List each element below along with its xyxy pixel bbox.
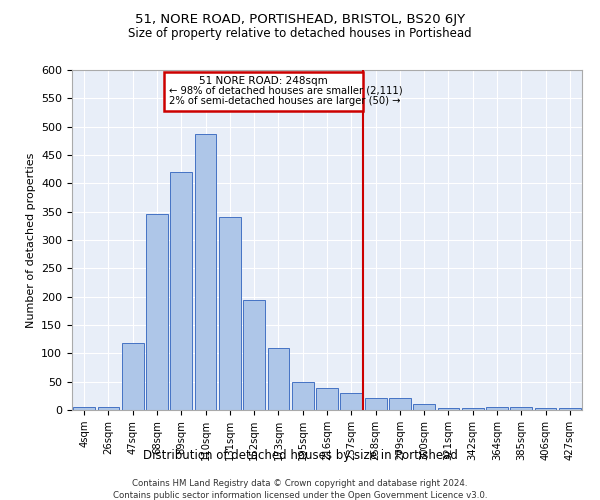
Bar	[146, 214, 168, 410]
Text: 2% of semi-detached houses are larger (50) →: 2% of semi-detached houses are larger (5…	[169, 96, 401, 106]
Bar	[164, 72, 364, 111]
Y-axis label: Number of detached properties: Number of detached properties	[26, 152, 35, 328]
Text: ← 98% of detached houses are smaller (2,111): ← 98% of detached houses are smaller (2,…	[169, 86, 403, 96]
Bar	[413, 404, 435, 410]
Bar	[389, 398, 411, 410]
Bar	[437, 408, 460, 410]
Bar	[486, 407, 508, 410]
Text: 51, NORE ROAD, PORTISHEAD, BRISTOL, BS20 6JY: 51, NORE ROAD, PORTISHEAD, BRISTOL, BS20…	[135, 12, 465, 26]
Bar	[97, 406, 119, 410]
Text: Contains HM Land Registry data © Crown copyright and database right 2024.: Contains HM Land Registry data © Crown c…	[132, 480, 468, 488]
Bar	[73, 406, 95, 410]
Bar	[340, 393, 362, 410]
Bar	[292, 382, 314, 410]
Text: Contains public sector information licensed under the Open Government Licence v3: Contains public sector information licen…	[113, 490, 487, 500]
Bar	[365, 398, 386, 410]
Bar	[535, 408, 556, 410]
Bar	[219, 218, 241, 410]
Bar	[559, 408, 581, 410]
Bar	[511, 407, 532, 410]
Bar	[316, 388, 338, 410]
Text: Size of property relative to detached houses in Portishead: Size of property relative to detached ho…	[128, 28, 472, 40]
Bar	[122, 343, 143, 410]
Bar	[194, 134, 217, 410]
Bar	[462, 408, 484, 410]
Text: Distribution of detached houses by size in Portishead: Distribution of detached houses by size …	[143, 448, 457, 462]
Bar	[268, 348, 289, 410]
Bar	[243, 300, 265, 410]
Bar	[170, 172, 192, 410]
Text: 51 NORE ROAD: 248sqm: 51 NORE ROAD: 248sqm	[199, 76, 328, 86]
